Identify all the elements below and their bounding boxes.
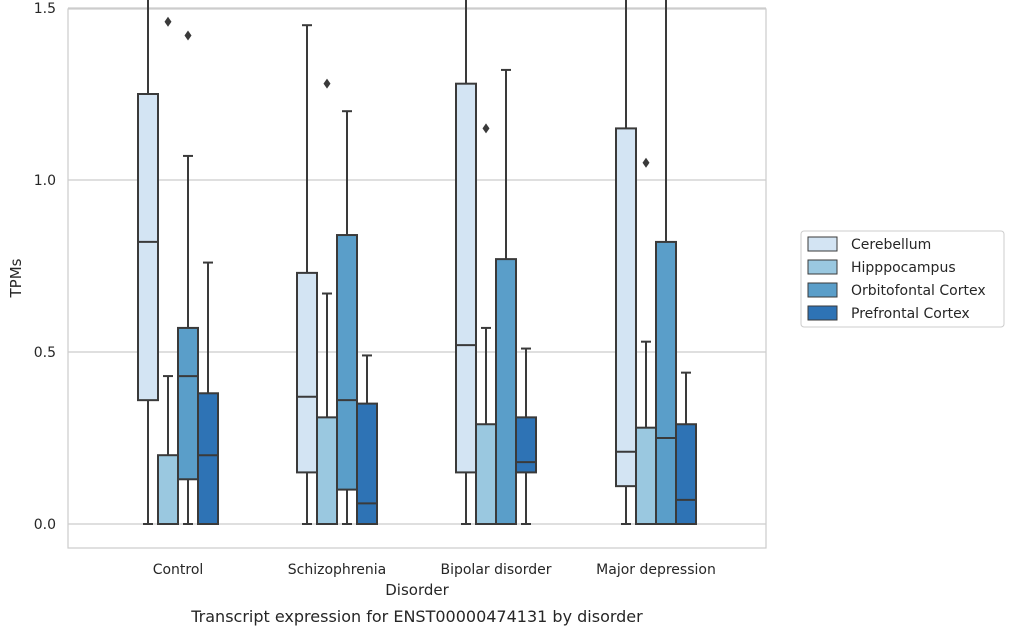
box-group bbox=[455, 0, 477, 525]
box bbox=[455, 82, 477, 474]
legend: Cerebellum Hipppocampus Orbitofontal Corte… bbox=[800, 230, 1005, 328]
box bbox=[296, 271, 318, 474]
box bbox=[635, 426, 657, 525]
box bbox=[495, 258, 517, 525]
x-tick-labels: Control Schizophrenia Bipolar disorder Majo… bbox=[153, 562, 716, 578]
box-group bbox=[157, 16, 179, 526]
box-group bbox=[655, 0, 677, 525]
legend-label: Hipppocampus bbox=[851, 260, 956, 276]
y-tick-label: 0.0 bbox=[34, 517, 56, 533]
x-axis-label: Disorder bbox=[385, 581, 449, 599]
chart-caption: Transcript expression for ENST0000047413… bbox=[190, 607, 643, 626]
outlier-point bbox=[184, 30, 192, 41]
legend-label: Cerebellum bbox=[851, 237, 931, 253]
box bbox=[137, 93, 159, 402]
legend-swatch bbox=[807, 259, 838, 275]
box bbox=[475, 423, 497, 525]
box bbox=[675, 423, 697, 525]
legend-swatch bbox=[807, 305, 838, 321]
box-group bbox=[137, 0, 159, 525]
box-group bbox=[515, 347, 537, 525]
y-tick-label: 0.5 bbox=[34, 345, 56, 361]
legend-swatch bbox=[807, 236, 838, 252]
y-tick-labels: 0.00.51.01.52.02.5 bbox=[34, 1, 56, 533]
outlier-point bbox=[164, 16, 172, 27]
box-group bbox=[336, 110, 358, 525]
box-group bbox=[675, 371, 697, 525]
box-group bbox=[296, 24, 318, 525]
y-axis-label: TPMs bbox=[7, 258, 25, 298]
outlier-point bbox=[323, 78, 331, 89]
y-tick-label: 1.5 bbox=[34, 1, 56, 17]
box bbox=[515, 416, 537, 474]
legend-label: Prefrontal Cortex bbox=[851, 306, 970, 322]
box-group bbox=[177, 30, 199, 525]
box-group bbox=[475, 123, 497, 525]
box-group bbox=[197, 261, 219, 525]
box-group bbox=[356, 354, 378, 526]
outlier-point bbox=[482, 123, 490, 134]
x-tick-label: Major depression bbox=[596, 562, 716, 578]
box bbox=[157, 454, 179, 526]
box-group bbox=[635, 157, 657, 525]
x-tick-label: Control bbox=[153, 562, 204, 578]
box bbox=[356, 402, 378, 526]
legend-swatch bbox=[807, 282, 838, 298]
x-tick-label: Bipolar disorder bbox=[440, 562, 551, 578]
legend-frame bbox=[800, 230, 1005, 328]
boxes bbox=[137, 0, 697, 526]
legend-label: Orbitofontal Cortex bbox=[851, 283, 986, 299]
box bbox=[177, 326, 199, 481]
y-tick-label: 1.0 bbox=[34, 173, 56, 189]
x-tick-label: Schizophrenia bbox=[288, 562, 386, 578]
box bbox=[615, 127, 637, 488]
box bbox=[316, 416, 338, 525]
box bbox=[336, 234, 358, 491]
box-group bbox=[615, 0, 637, 525]
box bbox=[197, 392, 219, 525]
box-group bbox=[495, 68, 517, 525]
box bbox=[655, 240, 677, 525]
outlier-point bbox=[642, 157, 650, 168]
plot-frame bbox=[67, 8, 767, 549]
box-group bbox=[316, 78, 338, 525]
